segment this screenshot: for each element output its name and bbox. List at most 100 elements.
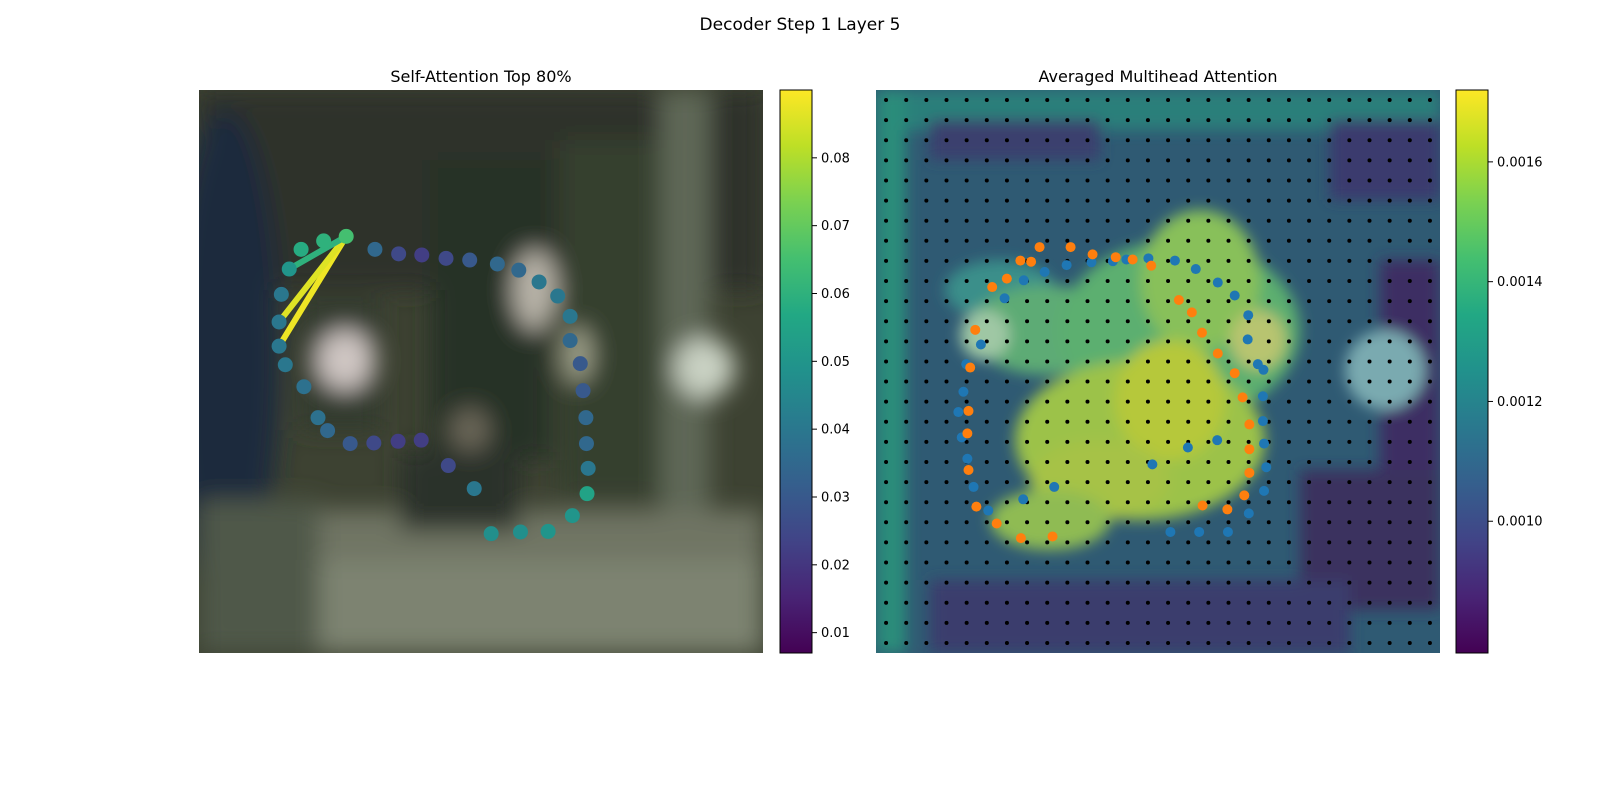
grid-dot [1065,359,1070,364]
grid-dot [1206,600,1211,605]
grid-dot [1166,319,1171,324]
grid-dot [1206,178,1211,183]
grid-dot [944,138,949,143]
grid-dot [1025,580,1030,585]
grid-dot [1065,178,1070,183]
grid-dot [1407,339,1412,344]
grid-dot [944,459,949,464]
grid-dot [1286,620,1291,625]
grid-dot [1105,540,1110,545]
series-point [1239,490,1250,501]
grid-dot [1347,560,1352,565]
grid-dot [1327,198,1332,203]
grid-dot [1085,399,1090,404]
grid-dot [1004,198,1009,203]
grid-dot [1145,279,1150,284]
grid-dot [884,600,889,605]
grid-dot [1347,339,1352,344]
grid-dot [1166,178,1171,183]
series-point [1261,462,1272,473]
grid-dot [964,399,969,404]
grid-dot [1307,640,1312,645]
grid-dot [984,118,989,123]
grid-dot [1307,319,1312,324]
series-point [1212,348,1223,359]
grid-dot [1307,520,1312,525]
left-scatter-points [271,228,596,542]
grid-dot [1327,98,1332,103]
grid-dot [1367,560,1372,565]
grid-dot [1004,580,1009,585]
grid-dot [924,399,929,404]
grid-dot [944,439,949,444]
grid-dot [1166,419,1171,424]
grid-dot [964,439,969,444]
grid-dot [1206,540,1211,545]
grid-dot [1327,540,1332,545]
grid-dot [1065,138,1070,143]
grid-dot [1286,198,1291,203]
grid-dot [904,580,909,585]
grid-dot [1307,218,1312,223]
grid-dot [1125,238,1130,243]
grid-dot [1246,299,1251,304]
grid-dot [984,640,989,645]
grid-dot [1226,399,1231,404]
grid-dot [1427,399,1432,404]
grid-dot [1004,258,1009,263]
grid-dot [1065,600,1070,605]
grid-dot [1347,198,1352,203]
series-point [1018,275,1029,286]
grid-dot [1266,158,1271,163]
scatter-point [462,252,478,268]
grid-dot [984,399,989,404]
grid-dot [1226,459,1231,464]
scatter-point [273,286,289,302]
series-point [965,362,976,373]
grid-dot [1025,379,1030,384]
grid-dot [1246,319,1251,324]
grid-dot [1286,158,1291,163]
grid-dot [1226,580,1231,585]
grid-dot [1045,158,1050,163]
grid-dot [1166,379,1171,384]
grid-dot [1125,620,1130,625]
grid-dot [1307,299,1312,304]
grid-dot [904,98,909,103]
grid-dot [1105,640,1110,645]
grid-dot [1206,158,1211,163]
grid-dot [1367,339,1372,344]
grid-dot [924,620,929,625]
grid-dot [1125,379,1130,384]
grid-dot [1347,600,1352,605]
grid-dot [1025,419,1030,424]
grid-dot [1266,198,1271,203]
grid-dot [1085,520,1090,525]
series-point [1049,481,1060,492]
grid-dot [1407,379,1412,384]
grid-dot [1327,359,1332,364]
right-panel-title: Averaged Multihead Attention [1039,67,1278,86]
grid-dot [1407,459,1412,464]
grid-dot [1025,399,1030,404]
grid-dot [1246,359,1251,364]
grid-dot [1407,560,1412,565]
grid-dot [1347,419,1352,424]
grid-dot [904,118,909,123]
grid-dot [1407,399,1412,404]
series-point [1259,485,1270,496]
grid-dot [1407,480,1412,485]
grid-dot [1025,299,1030,304]
series-point [1197,500,1208,511]
grid-dot [1427,98,1432,103]
grid-dot [1025,540,1030,545]
grid-dot [944,419,949,424]
grid-dot [904,299,909,304]
grid-dot [1206,500,1211,505]
grid-dot [1045,198,1050,203]
grid-dot [944,238,949,243]
grid-dot [884,399,889,404]
grid-dot [1226,218,1231,223]
scatter-point [342,436,358,452]
grid-dot [1266,319,1271,324]
